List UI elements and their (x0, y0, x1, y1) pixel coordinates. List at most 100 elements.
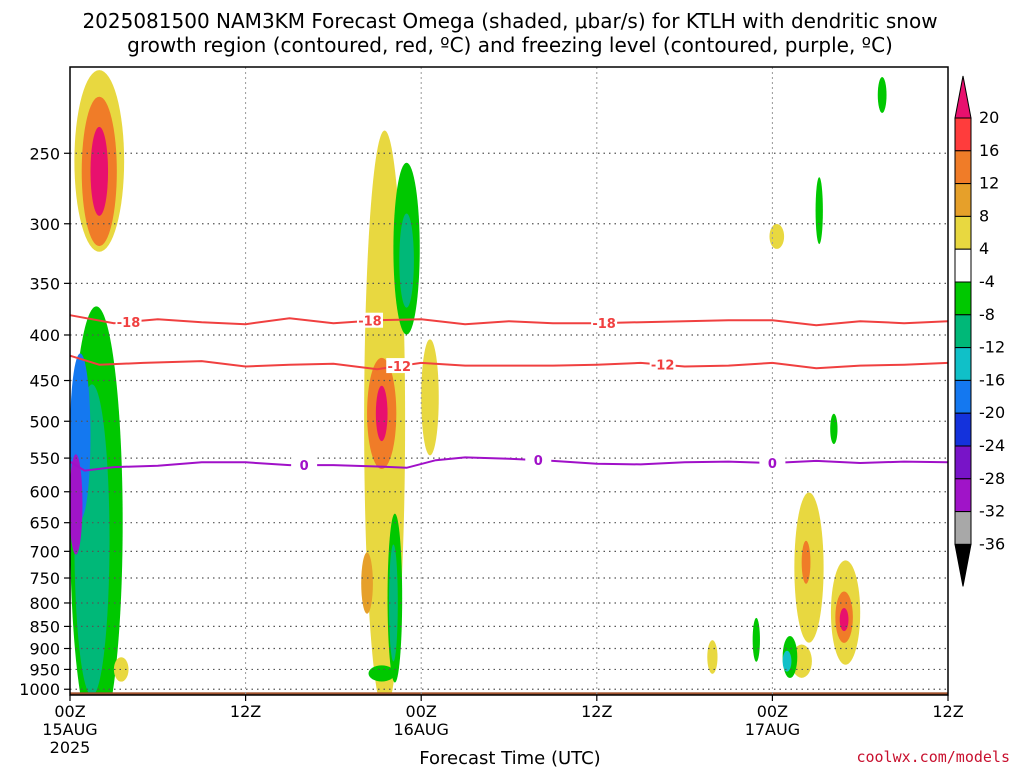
y-tick-label-300: 300 (29, 215, 60, 234)
colorbar: 20 16 12 8 4 -4 -8 -12 -16 -20 -24 -28 -32 -36 (954, 75, 1005, 587)
omega-region-26 (752, 617, 760, 662)
omega-region-7 (113, 657, 129, 682)
colorbar-label-1: 16 (979, 141, 999, 160)
colorbar-segment-10 (954, 445, 972, 480)
plot-area (70, 70, 948, 695)
y-tick-label-550: 550 (29, 449, 60, 468)
colorbar-segment-5 (954, 281, 972, 316)
omega-region-13 (399, 213, 414, 308)
colorbar-segment-12 (954, 511, 972, 545)
omega-region-29 (815, 177, 823, 245)
x-tick-label-36-1: 12Z (581, 702, 612, 721)
contour-label-0-1: -18 (358, 315, 382, 330)
colorbar-segment-2 (954, 183, 972, 217)
contour-label-bg-2-0 (291, 457, 318, 473)
y-tick-label-650: 650 (29, 514, 60, 533)
contour-line--12 (69, 354, 949, 371)
colorbar-segment-9 (954, 412, 972, 447)
contour-label-bg-0-0 (115, 313, 142, 329)
contour-line-0 (69, 456, 949, 472)
y-tick-label-850: 850 (29, 617, 60, 636)
omega-region-22 (839, 607, 849, 632)
colorbar-label-4: 4 (979, 239, 989, 258)
y-tick-label-900: 900 (29, 640, 60, 659)
colorbar-segment-1 (954, 150, 972, 185)
colorbar-label-7: -12 (979, 338, 1005, 357)
colorbar-label-0: 20 (979, 108, 999, 127)
omega-region-11 (361, 552, 373, 614)
y-tick-label-800: 800 (29, 594, 60, 613)
colorbar-segment-3 (954, 215, 972, 250)
colorbar-label-10: -24 (979, 436, 1005, 455)
chart-title-line2: growth region (contoured, red, ºC) and f… (127, 33, 893, 57)
y-tick-label-950: 950 (29, 660, 60, 679)
y-tick-label-1000: 1000 (19, 680, 60, 699)
x-tick-label-0-2: 15AUG (42, 720, 97, 739)
omega-region-28 (769, 223, 785, 249)
x-tick-label-48-1: 00Z (757, 702, 788, 721)
colorbar-segment-6 (954, 314, 972, 349)
contour-label-0-0: -18 (117, 316, 141, 331)
y-tick-label-450: 450 (29, 372, 60, 391)
colorbar-label-2: 12 (979, 174, 999, 193)
omega-region-31 (877, 76, 887, 113)
x-tick-label-0-1: 00Z (54, 702, 85, 721)
terrain-fill (70, 692, 948, 695)
temperature-contours: -18 -18 -18 -12 -12 0 0 0 (69, 312, 949, 474)
x-tick-label-0-3: 2025 (50, 738, 91, 757)
grid-lines (70, 67, 948, 695)
colorbar-label-3: 8 (979, 206, 989, 225)
omega-region-2 (90, 126, 109, 216)
colorbar-label-8: -16 (979, 370, 1005, 389)
colorbar-label-6: -8 (979, 305, 995, 324)
omega-region-19 (801, 540, 811, 584)
contour-label-bg-2-1 (525, 452, 552, 468)
omega-region-25 (782, 650, 792, 672)
y-tick-label-600: 600 (29, 483, 60, 502)
y-tick-label-750: 750 (29, 569, 60, 588)
colorbar-label-13: -36 (979, 534, 1005, 553)
contour-label-2-2: 0 (768, 457, 777, 472)
x-tick-label-60-1: 12Z (932, 702, 963, 721)
omega-shading (70, 70, 887, 695)
contour-label-0-2: -18 (592, 317, 616, 332)
colorbar-segment-0 (954, 117, 972, 152)
omega-region-15 (389, 544, 398, 662)
contour-label-bg-0-1 (356, 312, 383, 328)
colorbar-segment-8 (954, 379, 972, 414)
omega-region-16 (368, 665, 395, 682)
colorbar-label-9: -20 (979, 403, 1005, 422)
colorbar-label-11: -28 (979, 469, 1005, 488)
colorbar-segment-4 (954, 248, 972, 283)
omega-region-17 (421, 339, 439, 456)
contour-label-1-0: -12 (388, 360, 412, 375)
colorbar-label-5: -4 (979, 272, 995, 291)
y-tick-label-400: 400 (29, 326, 60, 345)
omega-region-27 (707, 640, 718, 674)
colorbar-segment-7 (954, 347, 972, 381)
contour-label-bg-2-2 (759, 454, 786, 470)
x-tick-label-24-1: 00Z (406, 702, 437, 721)
x-tick-label-24-2: 16AUG (393, 720, 448, 739)
terrain-bar (70, 692, 948, 695)
colorbar-top-triangle (954, 75, 972, 119)
credit-link[interactable]: coolwx.com/models (856, 748, 1010, 766)
omega-region-10 (375, 385, 388, 442)
omega-region-30 (830, 413, 838, 445)
colorbar-label-12: -32 (979, 502, 1005, 521)
colorbar-bottom-triangle (954, 543, 972, 587)
y-tick-label-250: 250 (29, 144, 60, 163)
contour-label-2-1: 0 (534, 454, 543, 469)
contour-label-bg-1-1 (649, 356, 676, 372)
chart-title-line1: 2025081500 NAM3KM Forecast Omega (shaded… (82, 9, 937, 33)
x-tick-label-48-2: 17AUG (745, 720, 800, 739)
contour-label-1-1: -12 (651, 359, 675, 374)
omega-region-6 (70, 454, 83, 555)
y-tick-label-350: 350 (29, 274, 60, 293)
x-tick-label-12-1: 12Z (230, 702, 261, 721)
x-axis-label: Forecast Time (UTC) (419, 748, 600, 768)
contour-label-bg-1-0 (386, 358, 413, 374)
y-axis-pressure-ticks: 250 300 350 400 450 500 550 600 650 700 750 800 850 9… (19, 144, 70, 699)
